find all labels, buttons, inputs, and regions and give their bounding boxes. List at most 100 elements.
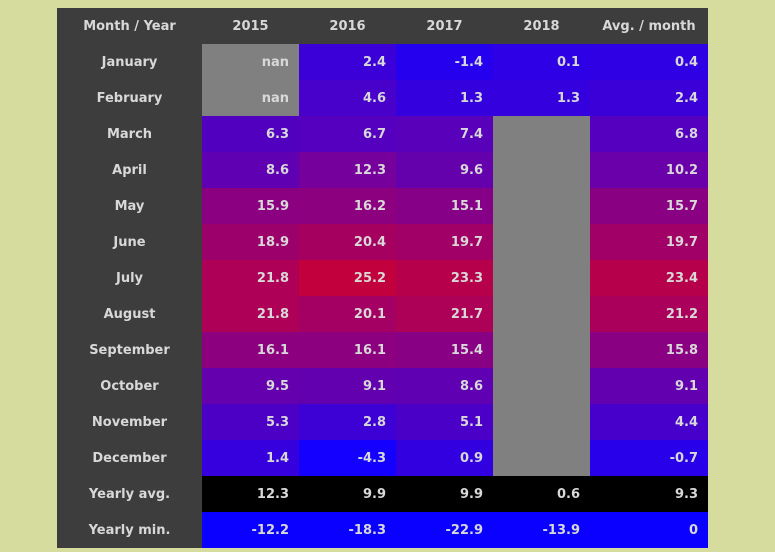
- value-cell: 9.9: [299, 476, 396, 512]
- value-cell: 9.1: [590, 368, 708, 404]
- row-label: January: [57, 44, 202, 80]
- value-cell: 7.4: [396, 116, 493, 152]
- row-label: June: [57, 224, 202, 260]
- value-cell: 21.2: [590, 296, 708, 332]
- value-cell: 2.4: [299, 44, 396, 80]
- column-header: 2015: [202, 8, 299, 44]
- value-cell: 4.4: [590, 404, 708, 440]
- column-header: Avg. / month: [590, 8, 708, 44]
- value-cell: 12.3: [299, 152, 396, 188]
- value-cell: 5.1: [396, 404, 493, 440]
- value-cell: 20.1: [299, 296, 396, 332]
- value-cell: 15.1: [396, 188, 493, 224]
- value-cell: -12.2: [202, 512, 299, 548]
- value-cell: 12.3: [202, 476, 299, 512]
- value-cell: 23.4: [590, 260, 708, 296]
- value-cell: [493, 440, 590, 476]
- value-cell: 16.1: [299, 332, 396, 368]
- row-label: August: [57, 296, 202, 332]
- table-row: Yearly avg. 12.3 9.9 9.9 0.6 9.3: [57, 476, 708, 512]
- table-row: July 21.8 25.2 23.3 23.4: [57, 260, 708, 296]
- value-cell: [493, 116, 590, 152]
- row-label: April: [57, 152, 202, 188]
- value-cell: 0.6: [493, 476, 590, 512]
- row-label: February: [57, 80, 202, 116]
- table-row: February nan 4.6 1.3 1.3 2.4: [57, 80, 708, 116]
- value-cell: 8.6: [396, 368, 493, 404]
- value-cell: [493, 332, 590, 368]
- row-label: July: [57, 260, 202, 296]
- value-cell: 2.4: [590, 80, 708, 116]
- value-cell: 15.7: [590, 188, 708, 224]
- value-cell: 16.2: [299, 188, 396, 224]
- table-row: November 5.3 2.8 5.1 4.4: [57, 404, 708, 440]
- header-row: Month / Year 2015 2016 2017 2018 Avg. / month: [57, 8, 708, 44]
- heatmap-table: Month / Year 2015 2016 2017 2018 Avg. / month…: [57, 8, 708, 548]
- row-label: November: [57, 404, 202, 440]
- value-cell: 19.7: [396, 224, 493, 260]
- value-cell: 19.7: [590, 224, 708, 260]
- value-cell: [493, 296, 590, 332]
- row-label: October: [57, 368, 202, 404]
- value-cell: 9.3: [590, 476, 708, 512]
- table-row: August 21.8 20.1 21.7 21.2: [57, 296, 708, 332]
- column-header: 2016: [299, 8, 396, 44]
- table-row: January nan 2.4 -1.4 0.1 0.4: [57, 44, 708, 80]
- row-label: Yearly min.: [57, 512, 202, 548]
- table-row: October 9.5 9.1 8.6 9.1: [57, 368, 708, 404]
- value-cell: 1.3: [396, 80, 493, 116]
- value-cell: 0: [590, 512, 708, 548]
- value-cell: 6.8: [590, 116, 708, 152]
- value-cell: [493, 224, 590, 260]
- value-cell: [493, 188, 590, 224]
- column-header: Month / Year: [57, 8, 202, 44]
- value-cell: 16.1: [202, 332, 299, 368]
- table-row: September 16.1 16.1 15.4 15.8: [57, 332, 708, 368]
- column-header: 2017: [396, 8, 493, 44]
- value-cell: 21.8: [202, 260, 299, 296]
- table-row: June 18.9 20.4 19.7 19.7: [57, 224, 708, 260]
- table-row: May 15.9 16.2 15.1 15.7: [57, 188, 708, 224]
- value-cell: 20.4: [299, 224, 396, 260]
- value-cell: 8.6: [202, 152, 299, 188]
- value-cell: 6.3: [202, 116, 299, 152]
- value-cell: [493, 368, 590, 404]
- value-cell: 9.1: [299, 368, 396, 404]
- table-row: March 6.3 6.7 7.4 6.8: [57, 116, 708, 152]
- column-header: 2018: [493, 8, 590, 44]
- value-cell: 1.4: [202, 440, 299, 476]
- table-row: Yearly min. -12.2 -18.3 -22.9 -13.9 0: [57, 512, 708, 548]
- value-cell: 4.6: [299, 80, 396, 116]
- value-cell: [493, 404, 590, 440]
- value-cell: 15.4: [396, 332, 493, 368]
- value-cell: 6.7: [299, 116, 396, 152]
- value-cell: [493, 152, 590, 188]
- value-cell: -4.3: [299, 440, 396, 476]
- row-label: December: [57, 440, 202, 476]
- table-row: April 8.6 12.3 9.6 10.2: [57, 152, 708, 188]
- table-body: January nan 2.4 -1.4 0.1 0.4 February nan 4.6 1.3…: [57, 44, 708, 548]
- value-cell: 0.1: [493, 44, 590, 80]
- value-cell: 10.2: [590, 152, 708, 188]
- value-cell: 23.3: [396, 260, 493, 296]
- value-cell: 21.7: [396, 296, 493, 332]
- value-cell: -22.9: [396, 512, 493, 548]
- value-cell: 5.3: [202, 404, 299, 440]
- row-label: Yearly avg.: [57, 476, 202, 512]
- value-cell: 1.3: [493, 80, 590, 116]
- row-label: May: [57, 188, 202, 224]
- value-cell: 0.9: [396, 440, 493, 476]
- value-cell: 0.4: [590, 44, 708, 80]
- table-row: December 1.4 -4.3 0.9 -0.7: [57, 440, 708, 476]
- value-cell: 18.9: [202, 224, 299, 260]
- value-cell: 15.8: [590, 332, 708, 368]
- value-cell: 9.5: [202, 368, 299, 404]
- value-cell: 9.9: [396, 476, 493, 512]
- value-cell: 15.9: [202, 188, 299, 224]
- value-cell: nan: [202, 80, 299, 116]
- value-cell: -1.4: [396, 44, 493, 80]
- value-cell: 9.6: [396, 152, 493, 188]
- value-cell: nan: [202, 44, 299, 80]
- value-cell: -18.3: [299, 512, 396, 548]
